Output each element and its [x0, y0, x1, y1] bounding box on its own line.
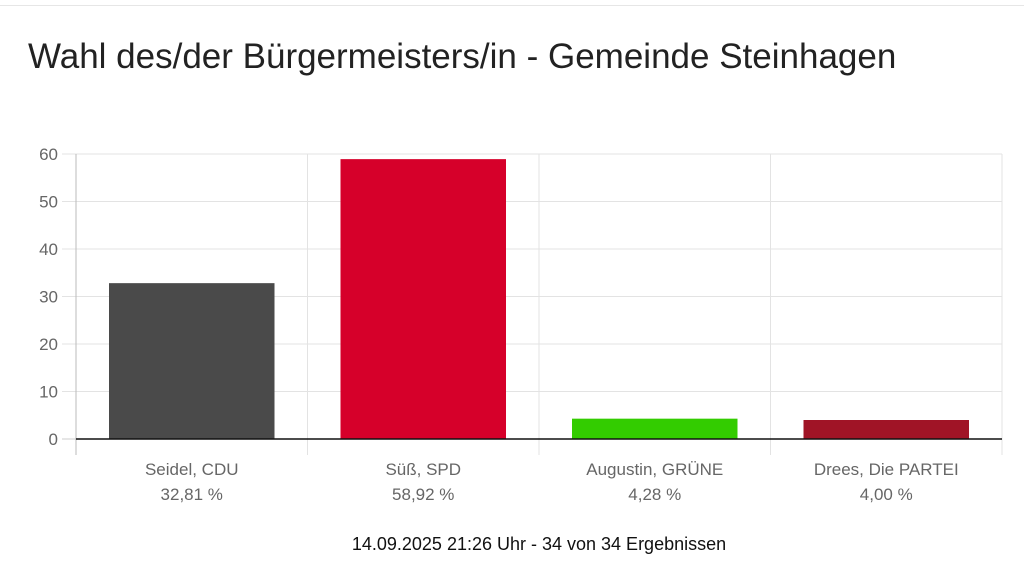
category-label: Drees, Die PARTEI	[814, 460, 959, 479]
bar-2	[340, 159, 506, 439]
bar-4	[803, 420, 969, 439]
chart-title: Wahl des/der Bürgermeisters/in - Gemeind…	[28, 37, 897, 76]
category-label: Augustin, GRÜNE	[586, 460, 723, 479]
y-tick-label: 10	[39, 383, 58, 402]
y-tick-label: 60	[39, 145, 58, 164]
value-label: 58,92 %	[392, 485, 454, 504]
y-tick-label: 50	[39, 193, 58, 212]
value-label: 4,28 %	[628, 485, 681, 504]
value-label: 4,00 %	[860, 485, 913, 504]
chart-footer-status: 14.09.2025 21:26 Uhr - 34 von 34 Ergebni…	[351, 534, 727, 554]
value-label: 32,81 %	[161, 485, 223, 504]
category-label: Süß, SPD	[385, 460, 461, 479]
bar-3	[572, 418, 738, 439]
category-label: Seidel, CDU	[145, 460, 239, 479]
y-tick-label: 0	[49, 430, 58, 449]
y-tick-label: 20	[39, 335, 58, 354]
bar-1	[109, 283, 275, 439]
top-divider	[0, 5, 1024, 6]
y-tick-label: 30	[39, 288, 58, 307]
y-tick-label: 40	[39, 240, 58, 259]
